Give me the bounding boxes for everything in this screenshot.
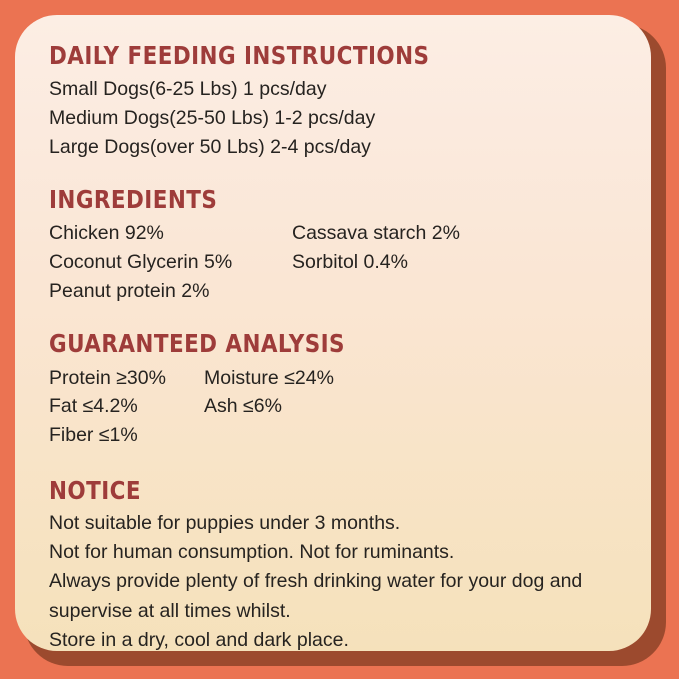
ingredients-row: Chicken 92% Cassava starch 2% [49,219,617,248]
section-notice: NOTICE Not suitable for puppies under 3 … [49,475,617,651]
ingredient-peanut-protein: Peanut protein 2% [49,279,210,302]
analysis-moisture: Moisture ≤24% [204,366,334,389]
notice-line-human-consumption: Not for human consumption. Not for rumin… [49,541,455,564]
section-daily-feeding-instructions: DAILY FEEDING INSTRUCTIONS Small Dogs(6-… [49,41,617,161]
ingredients-row: Coconut Glycerin 5% Sorbitol 0.4% [49,248,617,277]
analysis-ash: Ash ≤6% [204,395,282,418]
notice-line-storage: Store in a dry, cool and dark place. [49,628,349,651]
analysis-row: Fiber ≤1% [49,421,617,450]
ingredient-chicken: Chicken 92% [49,222,164,245]
nutrition-info-card: DAILY FEEDING INSTRUCTIONS Small Dogs(6-… [15,15,651,651]
feeding-line-small-dogs: Small Dogs(6-25 Lbs) 1 pcs/day [49,78,327,101]
feeding-line-large-dogs: Large Dogs(over 50 Lbs) 2-4 pcs/day [49,135,371,158]
analysis-row: Fat ≤4.2% Ash ≤6% [49,392,617,421]
section-heading-ingredients: INGREDIENTS [49,185,218,215]
ingredients-row: Peanut protein 2% [49,277,617,306]
ingredient-coconut-glycerin: Coconut Glycerin 5% [49,251,233,274]
analysis-fat: Fat ≤4.2% [49,395,138,418]
analysis-row: Protein ≥30% Moisture ≤24% [49,364,617,393]
feeding-line-medium-dogs: Medium Dogs(25-50 Lbs) 1-2 pcs/day [49,106,376,129]
section-heading-notice: NOTICE [49,475,141,505]
notice-line-water-part1: Always provide plenty of fresh drinking … [49,570,583,593]
section-ingredients: INGREDIENTS Chicken 92% Cassava starch 2… [49,185,617,306]
analysis-fiber: Fiber ≤1% [49,424,138,446]
section-heading-guaranteed-analysis: GUARANTEED ANALYSIS [49,329,345,359]
ingredient-sorbitol: Sorbitol 0.4% [292,251,408,274]
notice-line-puppies: Not suitable for puppies under 3 months. [49,511,401,534]
section-heading-daily-feeding-instructions: DAILY FEEDING INSTRUCTIONS [49,41,430,70]
section-guaranteed-analysis: GUARANTEED ANALYSIS Protein ≥30% Moistur… [49,331,617,449]
notice-line-water-part2: supervise at all times whilst. [49,599,291,622]
analysis-protein: Protein ≥30% [49,366,166,389]
ingredient-cassava-starch: Cassava starch 2% [292,222,460,245]
